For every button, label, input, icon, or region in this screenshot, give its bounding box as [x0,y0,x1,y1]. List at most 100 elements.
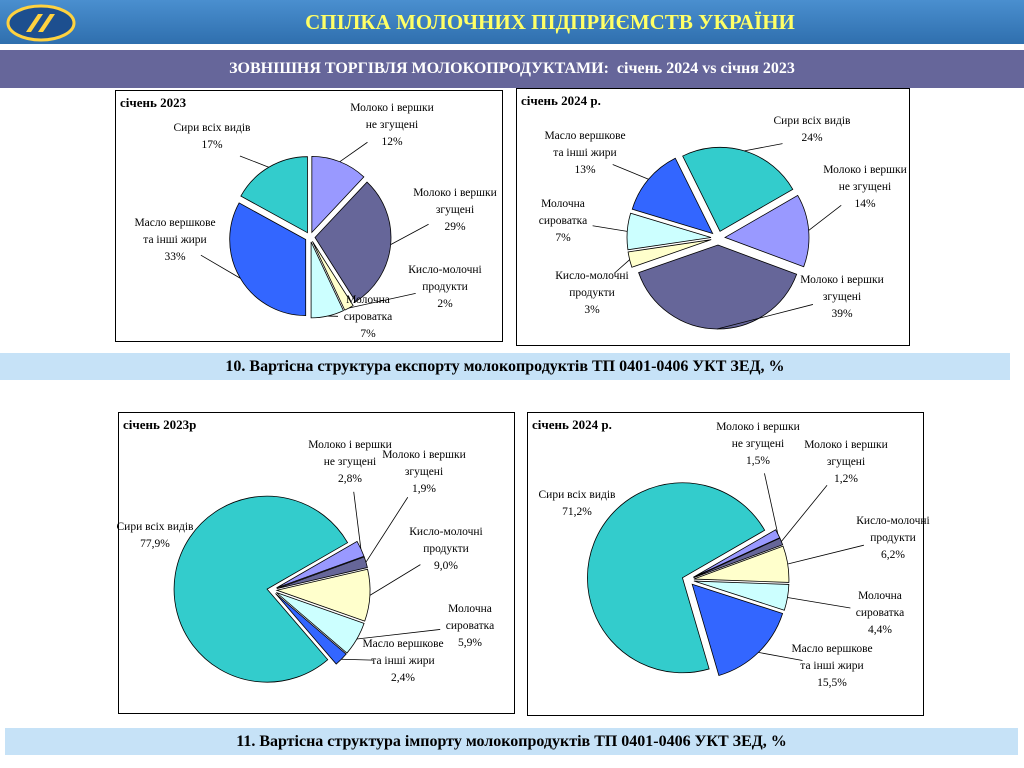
value-label: 2,4% [391,672,415,684]
slice-label: Масло вершкове та інші жири 33% [129,215,221,266]
leader-line [614,259,630,274]
value-label: 39% [831,308,853,320]
pie-slice [693,545,790,583]
category-label: Молочна сироватка [538,198,588,227]
category-label: Молоко і вершки згущені [800,274,884,303]
leader-line [744,143,783,152]
category-label: Масло вершкове та інші жири [134,217,216,246]
value-label: 6,2% [881,549,905,561]
slice-label: Масло вершкове та інші жири 15,5% [786,641,878,692]
caption: 11. Вартісна структура імпорту молокопро… [5,728,1018,755]
leader-line [365,497,409,563]
leader-line [808,204,842,231]
chart-box: січень 2024 р. Молоко і вершки не згущені… [527,412,930,716]
value-label: 29% [444,221,466,233]
category-label: Кисло-молочні продукти [408,264,482,293]
value-label: 4,4% [868,624,892,636]
pie-chart [592,143,842,330]
slice-label: Молочна сироватка 7% [322,292,414,343]
value-label: 2% [437,298,453,310]
sub-bar [0,50,1024,88]
value-label: 33% [164,251,186,263]
category-label: Кисло-молочні продукти [856,515,930,544]
slice-label: Кисло-молочні продукти 6,2% [847,513,939,564]
value-label: 13% [574,164,596,176]
slice-label: Молоко і вершки не згущені 2,8% [304,437,396,488]
leader-line [716,304,814,330]
chart-title: січень 2023р [123,417,197,432]
category-label: Сири всіх видів [538,489,616,501]
header-title: СПІЛКА МОЛОЧНИХ ПІДПРИЄМСТВ УКРАЇНИ [305,10,795,34]
leader-line [348,293,416,309]
top-bar [0,0,1024,44]
pie-chart [200,141,429,319]
category-label: Сири всіх видів [116,521,194,533]
slice-label: Молоко і вершки не згущені 1,5% [712,419,804,470]
slice-label: Молоко і вершки не згущені 14% [819,162,911,213]
slice-label: Сири всіх видів 71,2% [531,487,623,521]
value-label: 7% [360,328,376,340]
leader-line [369,564,421,596]
category-label: Молоко і вершки не згущені [308,439,392,468]
leader-line [758,651,803,661]
chart-title: січень 2024 р. [532,417,612,432]
leader-line [781,485,828,542]
value-label: 2,8% [338,473,362,485]
value-label: 3% [584,304,600,316]
leader-line [339,141,368,163]
slice-label: Молочна сироватка 4,4% [834,588,926,639]
value-label: 14% [854,198,876,210]
category-label: Масло вершкове та інші жири [544,130,626,159]
slice-label: Масло вершкове та інші жири 13% [539,128,631,179]
slice-label: Масло вершкове та інші жири 2,4% [357,636,449,687]
category-label: Молочна сироватка [343,294,393,323]
pie-chart [587,473,864,676]
pie-slice [275,593,347,665]
pie-slice [693,580,790,611]
category-label: Молоко і вершки не згущені [350,102,434,131]
value-label: 12% [381,136,403,148]
slice-label: Сири всіх видів 17% [166,120,258,154]
chart-box: січень 2024 р. Молоко і вершки не згущені… [516,88,910,346]
slice-label: Сири всіх видів 77,9% [109,519,201,553]
slice-label: Кисло-молочні продукти 9,0% [400,524,492,575]
pie-slice [275,568,371,622]
category-label: Молоко і вершки не згущені [823,164,907,193]
value-label: 24% [801,132,823,144]
leader-line [787,544,864,565]
value-label: 9,0% [434,560,458,572]
category-label: Молоко і вершки згущені [413,187,497,216]
category-label: Кисло-молочні продукти [555,270,629,299]
category-label: Сири всіх видів [173,122,251,134]
leader-line [353,491,362,549]
category-label: Молоко і вершки згущені [382,449,466,478]
chart-box: січень 2023р Молоко і вершки не згущені 2,… [117,412,515,714]
leader-line [764,473,779,534]
pie-slice [173,495,349,683]
value-label: 1,2% [834,473,858,485]
slice-label: Кисло-молочні продукти 2% [399,262,491,313]
value-label: 1,9% [412,483,436,495]
value-label: 5,9% [458,637,482,649]
slice-label: Молоко і вершки згущені 39% [796,272,888,323]
pie-slice [314,181,392,303]
category-label: Молочна сироватка [855,590,905,619]
pie-slice [682,146,794,232]
category-label: Молочна сироватка [445,603,495,632]
slice-label: Молоко і вершки згущені 1,9% [378,447,470,498]
chart-title: січень 2023 [120,95,187,110]
pie-slice [587,482,766,674]
pie-slice [631,157,714,235]
category-label: Масло вершкове та інші жири [791,643,873,672]
pie-slice [276,592,365,654]
value-label: 71,2% [562,506,592,518]
slice-label: Молоко і вершки не згущені 12% [346,100,438,151]
pie-chart [173,491,441,683]
category-label: Молоко і вершки не згущені [716,421,800,450]
slice-label: Молоко і вершки згущені 1,2% [800,437,892,488]
leader-line [390,223,429,245]
caption: 10. Вартісна структура експорту молокопр… [0,353,1010,380]
leader-line [200,254,241,279]
logo [6,4,76,42]
